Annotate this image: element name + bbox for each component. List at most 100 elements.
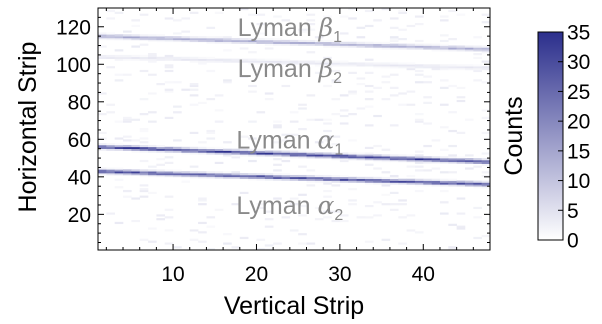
heatmap-cell [231,154,241,157]
heatmap-cell [214,150,224,153]
heatmap-cell [98,45,107,48]
heatmap-cell [198,141,207,144]
heatmap-cell [273,124,282,127]
heatmap-cell [439,201,449,204]
heatmap-cell [139,141,149,144]
heatmap-cell [123,189,132,193]
heatmap-cell [164,171,174,174]
heatmap-cell [306,60,316,63]
heatmap-cell [323,182,332,185]
heatmap-cell [248,120,257,123]
heatmap-cell [298,233,307,236]
heatmap-cell [164,81,174,84]
heatmap-cell [264,152,274,155]
heatmap-cell [439,79,449,82]
heatmap-cell [181,17,191,20]
heatmap-cell [289,174,299,178]
heatmap-cell [439,64,449,67]
heatmap-cell [156,144,166,148]
heatmap-cell [406,24,416,28]
x-tick-label: 30 [328,263,351,286]
heatmap-cell [214,146,224,149]
heatmap-cell [431,167,441,170]
heatmap-cell [239,75,249,78]
heatmap-cell [256,58,266,61]
heatmap-cell [414,169,424,172]
heatmap-cell [264,38,274,41]
heatmap-cell [239,154,249,157]
heatmap-cell [114,56,124,59]
heatmap-cell [398,216,407,219]
colorbar: 0 5 10 15 20 25 30 35 [537,22,590,253]
heatmap-cell [114,173,124,176]
heatmap-cell [481,68,491,71]
heatmap-cell [164,54,174,58]
heatmap-cell [414,180,424,183]
heatmap-cell [481,159,491,163]
heatmap-cell [123,73,132,76]
heatmap-cell [356,152,366,155]
heatmap-cell [373,182,382,185]
heatmap-cell [114,144,124,148]
heatmap-cell [106,36,115,39]
heatmap-cell [114,137,124,140]
heatmap-cell [298,156,307,159]
x-tick-label: 10 [161,263,184,286]
heatmap-cell [206,148,216,151]
heatmap-cell [431,184,441,187]
heatmap-cell [231,39,241,43]
colorbar-tick-label: 35 [567,22,590,45]
heatmap-cell [306,62,316,65]
heatmap-cell [456,49,466,52]
heatmap-cell [381,154,391,157]
heatmap-cell [389,174,399,178]
heatmap-cell [273,178,282,181]
heatmap-cell [139,144,149,148]
heatmap-cell [214,120,224,123]
heatmap-cell [98,144,107,148]
heatmap-cell [439,158,449,161]
heatmap-cell [273,242,282,245]
heatmap-cell [481,152,491,155]
heatmap-cell [148,60,157,63]
heatmap-cell [239,152,249,155]
x-axis-ticks: 10 20 30 40 [161,8,435,286]
heatmap-cell [389,45,399,48]
heatmap-cell [339,122,349,125]
heatmap-cell [173,58,182,61]
heatmap-cell [189,39,199,43]
heatmap-cell [448,38,457,41]
heatmap-cell [423,47,432,50]
heatmap-cell [298,41,307,44]
heatmap-cell [348,62,357,65]
heatmap-cell [248,39,257,43]
heatmap-cell [414,15,424,18]
heatmap-cell [356,180,366,183]
heatmap-cell [131,171,140,174]
heatmap-cell [214,58,224,61]
heatmap-cell [306,154,316,157]
heatmap-cell [164,169,174,172]
heatmap-cell [189,238,199,241]
heatmap-cell [123,171,132,174]
heatmap-cell [381,171,391,174]
heatmap-cell [156,39,166,43]
heatmap-cell [148,174,157,178]
heatmap-cell [223,173,232,176]
heatmap-cell [164,195,174,198]
heatmap-cell [123,169,132,172]
heatmap-cell [298,60,307,63]
heatmap-cell [189,94,199,97]
heatmap-cell [456,161,466,165]
heatmap-cell [314,178,324,181]
heatmap-cell [314,152,324,155]
heatmap-cell [189,174,199,178]
heatmap-cell [198,231,207,234]
heatmap-cell [248,62,257,65]
heatmap-cell [164,90,174,93]
heatmap-cell [248,150,257,153]
heatmap-cell [156,38,166,41]
heatmap-cell [264,225,274,228]
heatmap-cell [356,64,366,67]
